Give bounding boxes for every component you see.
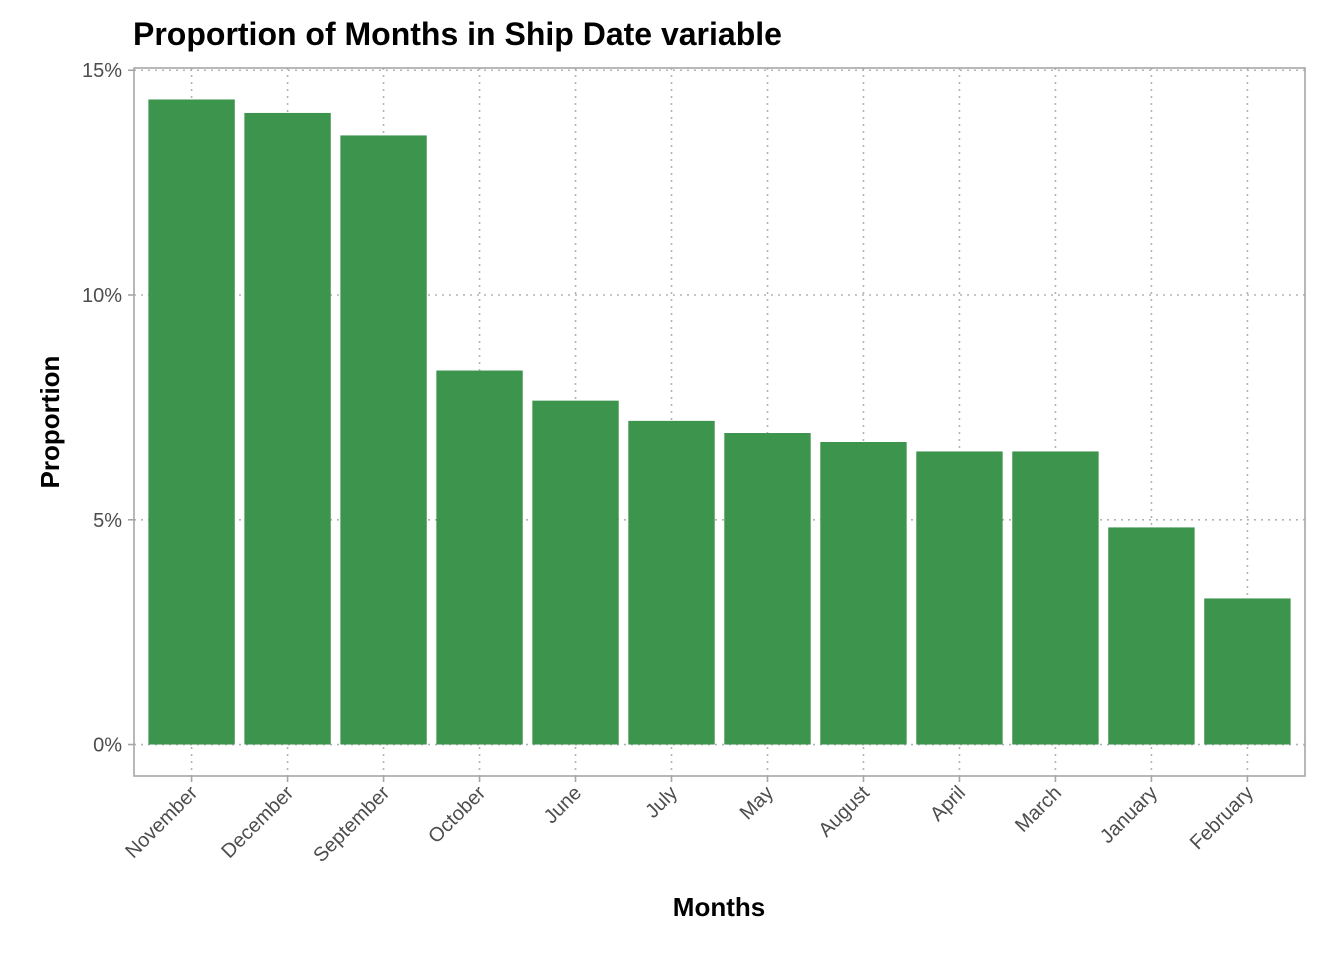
bar-august [820, 442, 907, 745]
bar-april [916, 451, 1003, 745]
bar-layer [148, 99, 1291, 745]
x-tick-label: June [540, 782, 586, 828]
y-tick-label: 15% [82, 60, 122, 82]
plot-panel-border [133, 67, 1306, 777]
y-tick-label: 0% [93, 735, 122, 757]
y-axis-title: Proportion [35, 356, 65, 489]
bar-january [1108, 527, 1195, 745]
bar-february [1204, 598, 1291, 745]
bar-may [724, 433, 811, 745]
bar-june [532, 400, 619, 745]
x-axis-title: Months [673, 892, 765, 922]
x-tick-label: May [736, 782, 778, 824]
y-tick-label: 10% [82, 285, 122, 307]
bar-september [340, 135, 427, 745]
bar-november [148, 99, 235, 745]
x-tick-label: October [424, 782, 490, 848]
bar-december [244, 112, 331, 745]
x-tick-label: April [926, 782, 970, 826]
chart-title: Proportion of Months in Ship Date variab… [133, 16, 782, 52]
x-tick-label: August [814, 782, 874, 842]
y-tick-label: 5% [93, 510, 122, 532]
x-tick-label: December [217, 782, 298, 863]
x-tick-label: March [1011, 782, 1066, 837]
bar-march [1012, 451, 1099, 745]
x-tick-label: November [121, 782, 202, 863]
bar-october [436, 370, 523, 745]
bar-july [628, 420, 715, 745]
x-tick-label: July [641, 782, 682, 823]
x-tick-label: September [309, 782, 394, 867]
x-tick-label: February [1186, 782, 1258, 854]
x-tick-label: January [1096, 782, 1162, 848]
